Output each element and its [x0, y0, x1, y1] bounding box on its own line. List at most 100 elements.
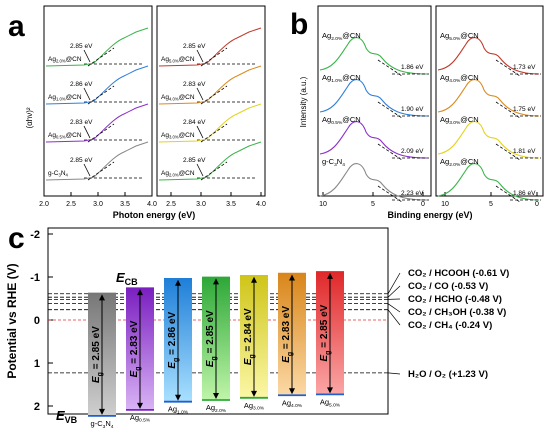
sample-label-part: @CN [179, 56, 195, 63]
sample-label-part: @CN [179, 170, 195, 177]
eg-sub: g [287, 352, 294, 356]
eg-sub: g [97, 372, 104, 376]
eg-symbol: E [281, 356, 292, 363]
band-gap-label: 2.83 eV [70, 119, 93, 126]
vb-label: 1.81 eV [513, 148, 536, 155]
sample-name-part: 5.0% [329, 402, 341, 408]
sample-name-part: Ag [168, 405, 177, 414]
panel-a-ticks: 2.0 2.5 3.0 3.5 4.0 2.5 3.0 3.5 4.0 [39, 192, 266, 208]
sample-label: Ag2.0%@CN [440, 157, 479, 168]
sample-name: Ag3.0% [244, 401, 265, 412]
panel-a-right-frame [156, 5, 266, 197]
sample-name-part: 4 [111, 424, 114, 430]
band-gap-label: 2.85 eV [70, 157, 93, 164]
arrow-head [327, 272, 333, 279]
panel-label-c: c [8, 222, 25, 255]
absorption-curve [158, 103, 262, 143]
eg-sub: g [325, 351, 332, 355]
panel-label-b: b [290, 8, 308, 41]
sample-label-part: Ag [440, 31, 449, 40]
sample-label-part: 3 [334, 162, 337, 168]
redox-label: CO₂ / CH₃OH (-0.38 V) [408, 307, 506, 318]
sample-name-part: 4.0% [291, 403, 303, 409]
vb-label: 1.86 eV [513, 190, 536, 197]
arrow-head [251, 390, 257, 397]
eg-sub: g [135, 366, 142, 370]
sample-label-part: 2.0% [449, 162, 461, 168]
absorption-curve [45, 65, 149, 105]
tangent-dash [87, 123, 115, 143]
band-gap-label: Eg = 2.85 eV [91, 326, 104, 383]
sample-label-part: 2.0% [56, 59, 66, 64]
band-gap-label: Eg = 2.84 eV [243, 308, 256, 365]
panel-b-right-frame [435, 5, 544, 197]
sample-name-part: Ag [320, 397, 329, 406]
tangent-dash [200, 161, 228, 181]
vb-label: 2.09 eV [401, 148, 424, 155]
redox-leader [387, 372, 401, 375]
x-tick-label: 2.5 [66, 201, 76, 208]
sample-label-part: 2.0% [331, 36, 343, 42]
sample-name: Ag0.5% [130, 413, 151, 424]
sample-label-part: 5.0% [169, 59, 179, 64]
sample-name-part: 2.0% [215, 408, 227, 414]
panel-a-y-axis-label: (αhν)² [25, 107, 34, 128]
eg-value: = 2.85 eV [319, 304, 330, 350]
absorption-curve [158, 141, 262, 181]
absorption-curve [45, 103, 149, 143]
sample-name-part: 3.0% [253, 406, 265, 412]
panel-c-y-axis-label: Potential vs RHE (V) [5, 263, 19, 378]
tangent-dash [200, 123, 228, 143]
sample-label: Ag1.0%@CN [48, 94, 82, 102]
sample-label: Ag3.0%@CN [161, 132, 195, 140]
panel-label-a: a [8, 10, 25, 43]
gap-arrow [83, 49, 91, 63]
sample-label: Ag0.5%@CN [48, 132, 82, 140]
y-tick-label: 2 [34, 401, 40, 413]
sample-label-part: Ag [48, 132, 56, 139]
vb-xps-curve [437, 37, 540, 75]
sample-label-part: @CN [342, 115, 360, 124]
sample-label: g-C3N4 [322, 157, 345, 168]
arrow-head [289, 388, 295, 395]
vb-xps-curve [437, 121, 540, 159]
sample-label: Ag2.0%@CN [322, 31, 361, 42]
band-gap-label: 2.85 eV [183, 43, 206, 50]
sample-label: Ag2.0%@CN [161, 170, 195, 178]
band-gap-label: Eg = 2.83 eV [129, 320, 142, 377]
x-tick-label: 5 [371, 201, 375, 208]
vb-label: 1.86 eV [401, 64, 424, 71]
band-gap-label: 2.84 eV [183, 119, 206, 126]
panel-b-ticks: 10 5 0 10 5 0 [319, 192, 539, 208]
eg-symbol: E [243, 358, 254, 365]
gap-arrow [83, 87, 91, 101]
evb-label: EVB [56, 408, 78, 425]
sample-label-part: 4.0% [449, 78, 461, 84]
sample-label-part: 0.5% [331, 120, 343, 126]
sample-label: Ag0.5%@CN [322, 115, 361, 126]
arrow-head [213, 278, 219, 285]
sample-label-part: @CN [66, 56, 82, 63]
redox-leader [387, 303, 401, 313]
sample-name: Ag5.0% [320, 397, 341, 408]
absorption-curve [45, 141, 149, 181]
sample-label: Ag1.0%@CN [322, 73, 361, 84]
sample-label-part: @CN [460, 157, 478, 166]
arrow-head [99, 294, 105, 301]
sample-label: Ag2.0%@CN [48, 56, 82, 64]
sample-label-part: @CN [460, 115, 478, 124]
sample-name-part: 3 [103, 424, 106, 430]
eg-symbol: E [205, 360, 216, 367]
vb-xps-curve [437, 163, 540, 201]
sample-label-part: Ag [322, 73, 331, 82]
x-tick-label: 0 [535, 201, 539, 208]
sample-label: Ag4.0%@CN [161, 94, 195, 102]
sample-label-part: 5.0% [449, 36, 461, 42]
tangent-dash [87, 85, 115, 105]
vb-label: 1.73 eV [513, 64, 536, 71]
x-tick-label: 3.0 [196, 201, 206, 208]
sample-name-part: Ag [130, 413, 139, 422]
x-tick-label: 5 [489, 201, 493, 208]
